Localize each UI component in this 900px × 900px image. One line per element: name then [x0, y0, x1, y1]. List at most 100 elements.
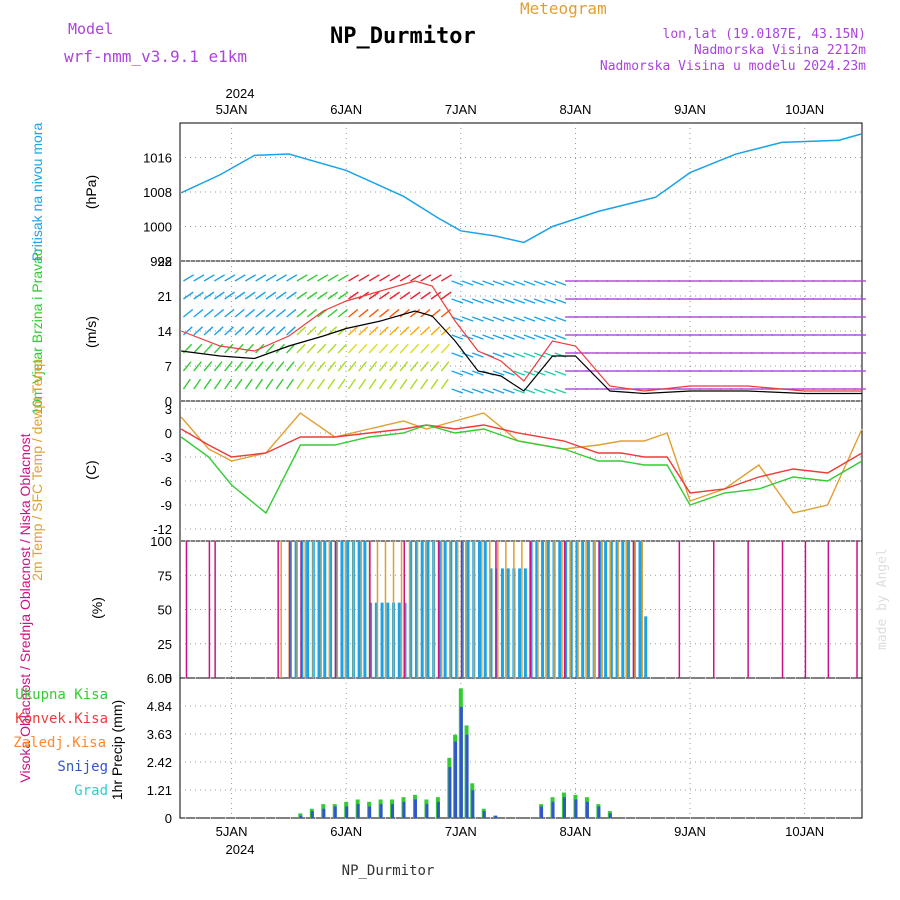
wind-barb: [420, 343, 430, 354]
wind-barb: [327, 274, 339, 282]
mid-cloud-bar: [376, 541, 379, 678]
snow-precip-bar: [465, 734, 469, 818]
wind-barb: [513, 316, 526, 322]
wind-barb: [244, 326, 255, 336]
y-tick-label: 2.42: [147, 755, 172, 770]
wind-barb: [409, 291, 421, 300]
high-cloud-bar: [541, 541, 545, 678]
low-cloud-bar: [300, 541, 302, 678]
snow-precip-bar: [551, 801, 555, 818]
wind-barb: [193, 343, 203, 354]
snow-precip-bar: [413, 799, 417, 818]
low-cloud-bar: [563, 541, 566, 678]
snow-precip-bar: [310, 811, 314, 818]
wind-barb: [544, 370, 557, 376]
pressure-ylabel: Pritisak na nivou mora: [29, 123, 45, 262]
wind-barb: [389, 378, 398, 390]
snow-precip-bar: [345, 806, 349, 818]
wind-barb: [275, 361, 285, 372]
mid-cloud-bar: [481, 541, 483, 678]
wind-barb: [337, 378, 346, 390]
wind-barb: [275, 378, 284, 390]
wind-ylabel: 10m Vjetar Brzina i Pravac: [29, 249, 45, 415]
high-cloud-bar: [609, 541, 613, 678]
wind-barb: [502, 280, 515, 286]
high-cloud-bar: [357, 541, 361, 678]
wind-barb: [244, 343, 255, 354]
low-cloud-bar: [214, 541, 216, 678]
wind-barb: [182, 326, 193, 336]
wind-barb: [213, 291, 225, 300]
y-tick-label: 1008: [143, 185, 172, 200]
wind-barb: [472, 352, 484, 358]
wind-barb: [347, 361, 357, 372]
low-cloud-bar: [781, 541, 784, 678]
wind-barb: [337, 308, 348, 318]
wind-barb: [317, 361, 326, 372]
wind-barb: [234, 361, 244, 372]
wind-barb: [214, 274, 226, 282]
wind-barb: [492, 298, 505, 304]
wind-barb: [554, 280, 567, 286]
x-tick-bottom: 8JAN: [560, 824, 592, 839]
wind-barb: [389, 274, 401, 282]
wind-barb: [389, 326, 400, 336]
wind-barb: [492, 352, 505, 358]
x-tick-top: 6JAN: [330, 102, 362, 117]
low-cloud-bar: [369, 541, 371, 678]
mid-cloud-bar: [472, 541, 475, 678]
mid-cloud-bar: [513, 541, 515, 678]
wind-barb: [203, 291, 215, 300]
mid-cloud-bar: [561, 541, 563, 678]
altitude-label: Nadmorska Visina 2212m: [694, 43, 866, 58]
wind-barb: [368, 274, 380, 282]
wind-barb: [358, 378, 367, 390]
dewpt-line: [180, 424, 863, 515]
mid-cloud-bar: [553, 541, 555, 678]
wind-barb: [378, 361, 388, 372]
wind-barb: [420, 326, 430, 336]
snow-precip-bar: [471, 790, 475, 818]
wind-barb: [347, 343, 358, 354]
high-cloud-bar: [340, 541, 344, 678]
mid-cloud-bar: [424, 541, 427, 678]
wind-barb: [513, 352, 526, 358]
wind-barb: [513, 370, 526, 376]
mid-cloud-bar: [320, 541, 323, 678]
low-cloud-bar: [804, 541, 807, 678]
high-cloud-bar: [386, 602, 390, 678]
wind-barb: [265, 326, 276, 336]
high-cloud-bar: [323, 541, 327, 678]
y-tick-label: 14: [158, 324, 172, 339]
precip-legend-item: Ukupna Kisa: [15, 687, 108, 703]
wind-barb: [533, 316, 546, 322]
wind-barb: [244, 361, 254, 372]
precip-legend-item: Grad: [74, 783, 108, 799]
wind-barb: [513, 298, 526, 304]
mid-cloud-bar: [545, 541, 547, 678]
wind-barb: [286, 361, 295, 372]
high-cloud-bar: [615, 541, 619, 678]
mid-cloud-bar: [384, 541, 387, 678]
y-tick-label: -9: [160, 498, 172, 513]
wind-barb: [533, 298, 546, 304]
wind-barb: [389, 343, 399, 354]
wind-barb: [265, 361, 275, 372]
high-cloud-bar: [483, 541, 487, 678]
high-cloud-bar: [569, 541, 573, 678]
wind-barb: [275, 326, 286, 336]
mid-cloud-bar: [392, 541, 395, 678]
wind-barb: [224, 343, 234, 354]
y-tick-label: -6: [160, 474, 172, 489]
snow-precip-bar: [448, 767, 452, 818]
wind-barb: [472, 280, 484, 286]
low-cloud-bar: [460, 541, 463, 678]
temp-2m-line: [180, 424, 863, 494]
wind-barb: [389, 291, 400, 300]
x-tick-top: 9JAN: [674, 102, 706, 117]
y-tick-label: 3.63: [147, 727, 172, 742]
wind-barb: [317, 274, 329, 282]
wind-barb: [461, 352, 474, 358]
wind-barb: [265, 343, 275, 354]
total-precip-bar: [298, 813, 303, 818]
